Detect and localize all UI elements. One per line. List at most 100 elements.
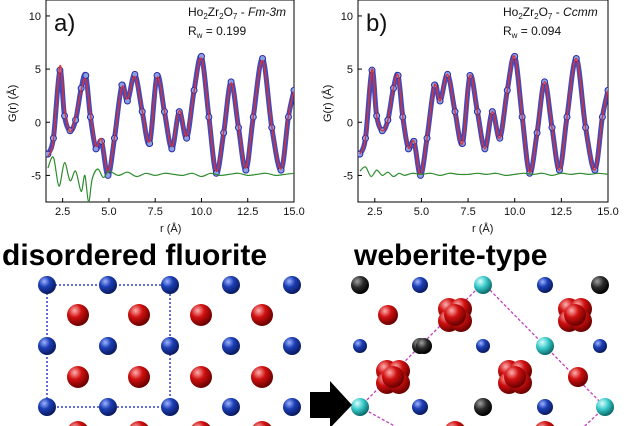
anion-atom <box>128 366 150 388</box>
caption-weberite-type: weberite-type <box>353 239 547 272</box>
black-cation-atom <box>416 338 432 354</box>
cation-atom <box>283 398 301 416</box>
cation-atom <box>283 337 301 355</box>
cation-atom <box>38 276 56 294</box>
y-tick-label: 5 <box>347 64 353 76</box>
rw-label-a: Rw = 0.199 <box>188 24 246 40</box>
cation-atom <box>222 276 240 294</box>
cation-atom <box>412 399 428 415</box>
cation-atom <box>161 276 179 294</box>
x-tick-label: 5.0 <box>101 206 116 218</box>
anion-atom <box>251 366 273 388</box>
cyan-cation-atom <box>596 398 614 416</box>
unit-cell-edge <box>359 406 396 426</box>
anion-atom <box>568 367 588 387</box>
anion-cluster-atom <box>504 366 526 388</box>
series-difference-line <box>47 156 294 202</box>
y-axis-label-a: G(r) (Å) <box>6 85 19 122</box>
observed-point <box>82 71 90 79</box>
observed-point <box>417 171 424 179</box>
cation-atom <box>283 276 301 294</box>
small-cation-atom <box>476 339 490 353</box>
series-calculated-line <box>359 55 608 176</box>
series-clip-group <box>358 52 608 179</box>
pdf-panel-a: 2.5 5.0 7.5 10.0 12.5 15.0 10 5 0 -5 a) Ho2Zr2O7 … <box>6 0 305 235</box>
small-cation-atom <box>593 339 607 353</box>
y-tick-label: 0 <box>347 117 353 129</box>
panel-label-a: a) <box>54 10 75 37</box>
weberite-structure <box>351 276 614 426</box>
anion-atom <box>191 421 211 426</box>
black-cation-atom <box>591 276 609 294</box>
series-calculated-line <box>47 57 294 173</box>
cation-atom <box>99 398 117 416</box>
anion-atom <box>67 366 89 388</box>
cation-atom <box>222 337 240 355</box>
y-tick-label: 0 <box>35 117 41 129</box>
cation-atom <box>38 398 56 416</box>
cyan-cation-atom <box>536 337 554 355</box>
black-cation-atom <box>351 276 369 294</box>
observed-point <box>61 112 69 120</box>
pdf-panel-b: 2.5 5.0 7.5 10.0 12.5 15.0 10 5 0 -5 b) Ho2Zr2O7 … <box>321 0 619 235</box>
cyan-cation-atom <box>474 276 492 294</box>
series-group-b <box>358 52 608 179</box>
cation-atom <box>99 276 117 294</box>
anion-atom <box>68 421 88 426</box>
formula-label-a: Ho2Zr2O7 - Fm-3m <box>188 5 286 21</box>
y-tick-label: -5 <box>343 170 353 182</box>
cation-atom <box>38 337 56 355</box>
observed-point <box>168 145 176 153</box>
y-tick-label: 10 <box>29 11 41 23</box>
cation-atom <box>161 337 179 355</box>
anion-atom <box>252 421 272 426</box>
anion-atom <box>445 421 465 426</box>
anion-atom <box>129 421 149 426</box>
y-tick-label: 10 <box>341 11 353 23</box>
y-tick-label: 5 <box>35 64 41 76</box>
x-tick-label: 2.5 <box>55 206 70 218</box>
series-difference-line <box>359 166 608 178</box>
cyan-cation-atom <box>351 398 369 416</box>
anion-cluster-atom <box>444 304 466 326</box>
fluorite-structure <box>38 276 301 426</box>
x-tick-label: 2.5 <box>367 206 382 218</box>
rw-label-b: Rw = 0.094 <box>503 24 561 40</box>
x-tick-label: 10.0 <box>504 206 525 218</box>
caption-disordered-fluorite: disordered fluorite <box>2 239 267 272</box>
formula-label-b: Ho2Zr2O7 - Ccmm <box>503 5 598 21</box>
unit-cell-edge <box>482 282 546 347</box>
series-clip-group <box>46 52 294 202</box>
transition-arrow-icon <box>310 381 352 426</box>
black-cation-atom <box>474 398 492 416</box>
anion-atom <box>128 304 150 326</box>
x-axis-label-b: r (Å) <box>472 222 493 235</box>
cation-atom <box>99 337 117 355</box>
cation-atom <box>537 277 553 293</box>
x-axis-label-a: r (Å) <box>160 222 181 235</box>
anion-cluster-atom <box>564 304 586 326</box>
axis-ticks-b: 2.5 5.0 7.5 10.0 12.5 15.0 10 5 0 -5 <box>341 11 619 218</box>
panel-label-b: b) <box>366 10 387 37</box>
x-tick-label: 15.0 <box>597 206 618 218</box>
axis-ticks-a: 2.5 5.0 7.5 10.0 12.5 15.0 10 5 0 -5 <box>29 11 305 218</box>
observed-point <box>227 78 235 86</box>
anion-atom <box>251 304 273 326</box>
cation-atom <box>222 398 240 416</box>
anion-atom <box>535 421 555 426</box>
anion-atom <box>190 304 212 326</box>
anion-atom <box>190 366 212 388</box>
y-tick-label: -5 <box>31 170 41 182</box>
small-cation-atom <box>353 339 367 353</box>
anion-atom <box>378 305 398 325</box>
x-tick-label: 10.0 <box>191 206 212 218</box>
cation-atom <box>161 398 179 416</box>
cation-atom <box>537 399 553 415</box>
cation-atom <box>412 277 428 293</box>
x-tick-label: 7.5 <box>148 206 163 218</box>
x-tick-label: 15.0 <box>283 206 304 218</box>
anion-cluster-atom <box>382 366 404 388</box>
x-tick-label: 5.0 <box>414 206 429 218</box>
x-tick-label: 12.5 <box>237 206 258 218</box>
